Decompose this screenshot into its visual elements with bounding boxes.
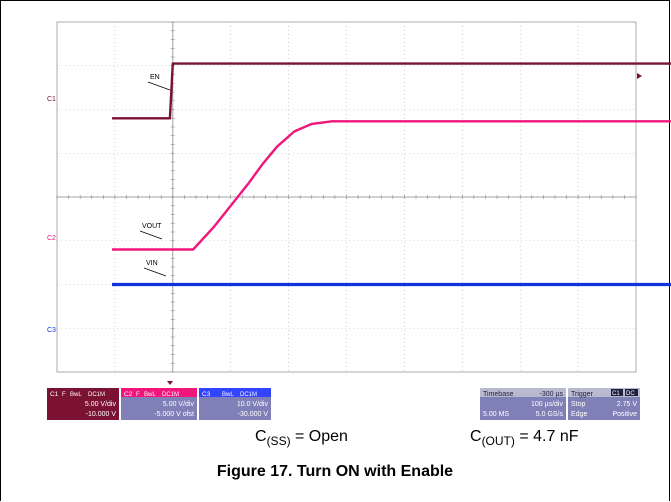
c3-scale: 10.0 V/div <box>237 401 269 408</box>
c2-box-label: C2 <box>124 391 133 398</box>
trigger-type: Edge <box>571 411 587 418</box>
trigger-label: Trigger <box>571 391 594 398</box>
c2-tag-coupling: DC1M <box>162 392 179 398</box>
trigger-level-arrow <box>637 73 642 79</box>
trigger-position-marker <box>167 381 173 385</box>
vout-leader-line <box>139 230 163 240</box>
c2-tag-bwl: BwL <box>144 392 156 398</box>
trigger-coupling: DC <box>626 391 635 397</box>
trace-vout <box>112 120 671 251</box>
trigger-box: Trigger C1 DC Stop 2.75 V Edge Positive <box>568 388 640 420</box>
timebase-per-div: 100 µs/div <box>531 401 564 408</box>
channel-box-c3: C3 BwL DC1M 10.0 V/div -30.000 V <box>199 388 271 420</box>
c1-scale: 5.00 V/div <box>85 401 117 408</box>
traces <box>112 62 671 287</box>
en-leader-line <box>147 81 171 91</box>
oscilloscope-screen: C1 C2 C3 EN VOUT VIN C1 F BwL DC1M 5.00 … <box>1 1 671 420</box>
c1-offset: -10.000 V <box>86 411 117 418</box>
c3-box-label: C3 <box>202 391 211 398</box>
c1-tag-bwl: BwL <box>70 392 82 398</box>
caption-css-symbol: C <box>255 428 267 445</box>
caption-cout-symbol: C <box>470 428 482 445</box>
caption-cout-value: = 4.7 nF <box>514 428 579 445</box>
trigger-mode: Stop <box>571 401 586 408</box>
channel-box-c1: C1 F BwL DC1M 5.00 V/div -10.000 V <box>47 388 119 420</box>
timebase-label: Timebase <box>483 391 514 398</box>
c2-scale: 5.00 V/div <box>163 401 195 408</box>
caption-css-subscript: (SS) <box>266 434 291 449</box>
c1-marker: C1 <box>47 96 56 103</box>
trace-label-en: EN <box>150 74 160 81</box>
screen-background <box>1 1 669 420</box>
c1-tag-f: F <box>62 392 66 398</box>
vin-leader-line <box>143 267 167 277</box>
timebase-rate: 5.0 GS/s <box>536 411 564 418</box>
timebase-samples: 5.00 MS <box>483 411 509 418</box>
c2-tag-f: F <box>136 392 140 398</box>
trace-label-vin: VIN <box>146 260 158 267</box>
trace-en <box>112 62 671 120</box>
trigger-level: 2.75 V <box>617 401 638 408</box>
c3-marker: C3 <box>47 327 56 334</box>
graticule <box>56 21 637 373</box>
caption-cout-subscript: (OUT) <box>481 434 515 449</box>
caption-css: C(SS) = Open <box>255 428 348 448</box>
c1-tag-coupling: DC1M <box>88 392 105 398</box>
c3-tag-bwl: BwL <box>222 392 234 398</box>
channel-box-c2: C2 F BwL DC1M 5.00 V/div -5.000 V ofst <box>121 388 197 420</box>
c2-offset: -5.000 V ofst <box>154 411 194 418</box>
timebase-box: Timebase -300 µs 100 µs/div 5.00 MS 5.0 … <box>480 388 566 420</box>
caption-css-value: = Open <box>290 428 348 445</box>
trigger-channel: C1 <box>612 391 620 397</box>
c1-box-label: C1 <box>50 391 59 398</box>
trigger-slope: Positive <box>612 411 637 418</box>
c3-tag-coupling: DC1M <box>240 392 257 398</box>
c2-marker: C2 <box>47 235 56 242</box>
timebase-offset: -300 µs <box>540 391 564 398</box>
trace-label-vout: VOUT <box>142 223 162 230</box>
caption-cout: C(OUT) = 4.7 nF <box>470 428 578 448</box>
figure-caption: Figure 17. Turn ON with Enable <box>216 463 454 480</box>
c3-offset: -30.000 V <box>238 411 269 418</box>
